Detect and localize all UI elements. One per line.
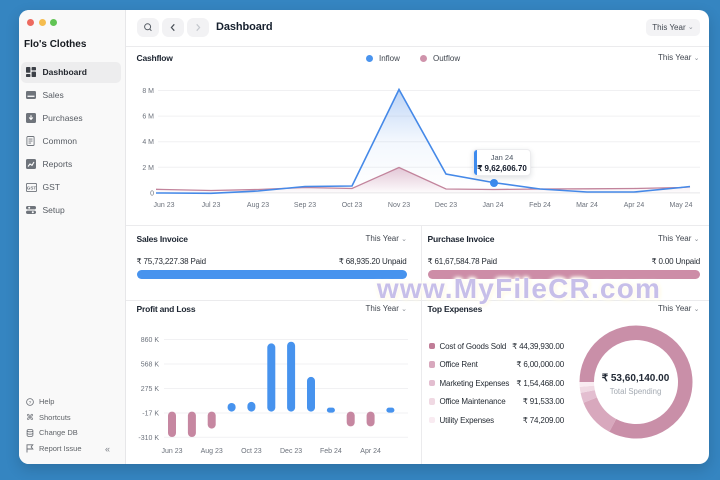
svg-text:Jan 24: Jan 24 [482,202,503,209]
svg-text:Apr 24: Apr 24 [360,448,381,455]
svg-text:May 24: May 24 [670,202,693,209]
svg-text:6 M: 6 M [142,114,154,121]
svg-text:GST: GST [26,185,36,190]
svg-text:Sep 23: Sep 23 [294,202,316,209]
svg-text:Oct 23: Oct 23 [241,448,262,455]
svg-text:2 M: 2 M [142,165,154,172]
svg-text:275 K: 275 K [141,386,160,393]
svg-text:Oct 23: Oct 23 [342,202,363,209]
svg-text:Jun 23: Jun 23 [153,202,174,209]
svg-text:0: 0 [150,190,154,197]
svg-text:-17 K: -17 K [142,411,159,418]
svg-text:-310 K: -310 K [138,435,159,442]
svg-text:4 M: 4 M [142,139,154,146]
svg-text:Dec 23: Dec 23 [435,202,457,209]
svg-text:8 M: 8 M [142,88,154,95]
svg-text:Dec 23: Dec 23 [280,448,302,455]
svg-text:Jun 23: Jun 23 [161,448,182,455]
svg-text:Feb 24: Feb 24 [320,448,342,455]
svg-text:Mar 24: Mar 24 [576,202,598,209]
svg-text:Aug 23: Aug 23 [201,448,223,455]
svg-text:?: ? [29,399,32,405]
svg-text:Aug 23: Aug 23 [247,202,269,209]
svg-text:Feb 24: Feb 24 [529,202,551,209]
svg-text:Jul 23: Jul 23 [202,202,221,209]
svg-text:Nov 23: Nov 23 [388,202,410,209]
svg-text:860 K: 860 K [141,337,160,344]
svg-text:568 K: 568 K [141,362,160,369]
svg-text:Apr 24: Apr 24 [624,202,645,209]
